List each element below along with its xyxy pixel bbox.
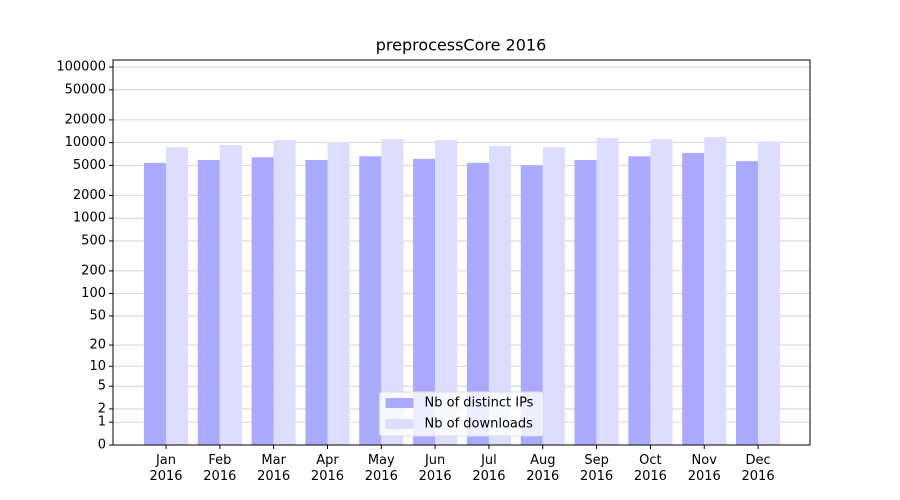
y-tick-label: 1000 [73, 211, 106, 226]
y-tick-label: 1 [98, 415, 106, 430]
bar [143, 162, 167, 445]
bar [520, 165, 543, 445]
bar [413, 158, 436, 445]
bar [327, 141, 350, 445]
x-tick-label: Jun 2016 [418, 453, 452, 484]
y-tick-label: 20000 [65, 112, 106, 127]
x-tick-label: May 2016 [364, 453, 398, 484]
y-tick-label: 20 [89, 338, 106, 353]
x-tick-label: Nov 2016 [687, 453, 721, 484]
bar [735, 161, 759, 446]
bar [758, 141, 781, 445]
legend-box [379, 391, 544, 437]
legend-label: Nb of distinct IPs [425, 396, 534, 411]
bar [650, 139, 673, 445]
x-tick-label: Apr 2016 [310, 453, 345, 484]
y-tick-label: 100 [81, 286, 106, 301]
bar [219, 145, 242, 445]
bar [251, 157, 274, 445]
legend: Nb of distinct IPs Nb of downloads [379, 391, 544, 437]
y-tick-label: 100000 [56, 60, 106, 75]
bar [542, 147, 565, 445]
legend-label: Nb of downloads [425, 417, 534, 432]
x-tick-label: Jan 2016 [149, 453, 183, 484]
y-tick-label: 2000 [73, 188, 106, 203]
x-tick-label: Aug 2016 [526, 453, 560, 484]
bar [305, 159, 328, 445]
plot-frame [112, 59, 811, 446]
bar [596, 138, 619, 445]
y-tick-label: 2 [98, 401, 106, 416]
x-tick-label: Feb 2016 [203, 453, 237, 484]
bar [273, 140, 296, 445]
bar [381, 139, 404, 445]
bar [704, 136, 727, 445]
bar [488, 146, 512, 445]
y-tick-label: 5 [98, 379, 106, 394]
bar [574, 159, 597, 445]
y-tick-label: 0 [98, 438, 106, 453]
x-tick-label: Dec 2016 [741, 453, 775, 484]
bar [466, 162, 489, 445]
legend-swatch [385, 398, 414, 408]
bar [359, 156, 382, 445]
y-tick-label: 10 [89, 359, 106, 374]
x-tick-label: Mar 2016 [257, 453, 291, 484]
bar [628, 156, 651, 445]
y-tick-label: 50000 [65, 82, 106, 97]
x-tick-label: Jul 2016 [472, 453, 506, 484]
bar [166, 147, 189, 445]
bar [682, 152, 705, 445]
y-tick-label: 10000 [65, 135, 106, 150]
bar [197, 159, 220, 445]
x-tick-label: Sep 2016 [580, 453, 614, 484]
y-tick-label: 500 [81, 233, 106, 248]
y-tick-label: 5000 [73, 158, 106, 173]
x-tick-label: Oct 2016 [633, 453, 667, 484]
y-tick-label: 200 [81, 263, 106, 278]
legend-swatch [385, 419, 414, 429]
y-tick-label: 50 [89, 308, 106, 323]
chart-title: preprocessCore 2016 [376, 36, 547, 55]
bar [435, 140, 458, 445]
